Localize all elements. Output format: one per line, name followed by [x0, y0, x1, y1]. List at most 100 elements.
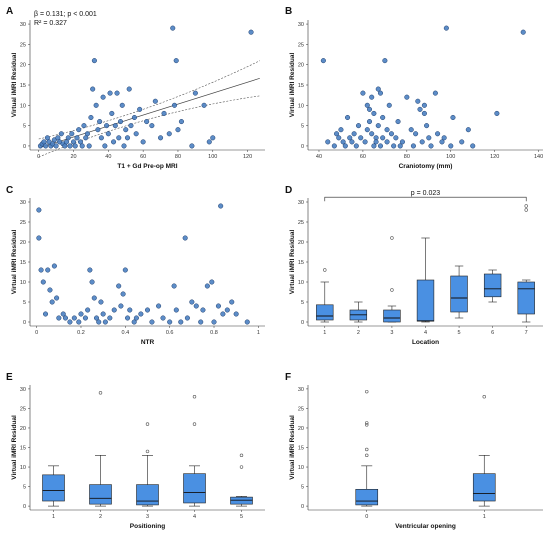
- y-tick-label: 30: [20, 387, 26, 393]
- data-point: [65, 135, 71, 141]
- data-point: [111, 139, 117, 145]
- box-body: [136, 484, 159, 506]
- stat-annotation: β = 0.131; p < 0.001: [34, 11, 97, 18]
- data-point: [76, 319, 82, 325]
- y-tick-label: 20: [20, 63, 26, 69]
- x-tick-label: 1: [257, 330, 260, 336]
- data-point: [459, 139, 465, 145]
- data-point: [428, 143, 434, 149]
- outlier-point: [390, 236, 394, 240]
- box-0: [355, 389, 379, 507]
- data-point: [140, 139, 146, 145]
- x-tick-label: 1: [323, 330, 326, 336]
- data-point: [152, 98, 158, 104]
- outlier-point: [323, 268, 327, 272]
- box-body: [383, 309, 401, 323]
- outlier-point: [524, 208, 528, 212]
- y-tick-label: 5: [301, 124, 304, 130]
- data-point: [417, 106, 423, 112]
- x-tick-label: 60: [140, 154, 146, 160]
- y-tick-label: 15: [298, 260, 304, 266]
- data-point: [200, 307, 206, 313]
- y-tick-label: 20: [298, 426, 304, 432]
- data-point: [47, 287, 53, 293]
- data-point: [76, 127, 82, 133]
- y-axis-label: Virtual iMRI Residual: [289, 53, 296, 118]
- data-point: [198, 319, 204, 325]
- data-point: [424, 123, 430, 129]
- data-point: [160, 315, 166, 321]
- data-point: [161, 110, 167, 116]
- data-point: [369, 131, 375, 137]
- y-tick-label: 30: [20, 200, 26, 206]
- data-point: [193, 303, 199, 309]
- y-tick-label: 25: [298, 42, 304, 48]
- outlier-point: [365, 453, 369, 458]
- data-point: [90, 86, 96, 92]
- data-point: [93, 102, 99, 108]
- data-point: [439, 139, 445, 145]
- outlier-point: [365, 447, 369, 452]
- data-point: [358, 135, 364, 141]
- x-tick-label: 3: [146, 514, 149, 520]
- data-point: [465, 127, 471, 133]
- data-point: [371, 143, 377, 149]
- data-point: [96, 319, 102, 325]
- data-point: [40, 279, 46, 285]
- data-point: [149, 319, 155, 325]
- y-tick-label: 20: [298, 240, 304, 246]
- outlier-point: [365, 389, 369, 394]
- data-point: [112, 123, 118, 129]
- data-point: [382, 58, 388, 64]
- x-tick-label: 5: [240, 514, 243, 520]
- data-point: [210, 135, 216, 141]
- x-tick-label: 40: [316, 154, 322, 160]
- box-body: [355, 488, 379, 506]
- data-point: [220, 311, 226, 317]
- y-tick-label: 5: [23, 124, 26, 130]
- y-axis-label: Virtual iMRI Residual: [289, 415, 296, 480]
- data-point: [384, 127, 390, 133]
- outlier-point: [145, 422, 150, 426]
- y-axis-label: Virtual iMRI Residual: [289, 230, 296, 295]
- data-point: [74, 135, 80, 141]
- x-tick-label: 80: [175, 154, 181, 160]
- y-tick-label: 5: [23, 300, 26, 306]
- x-tick-label: 0: [365, 514, 368, 520]
- y-tick-label: 25: [20, 42, 26, 48]
- data-point: [60, 311, 66, 317]
- x-tick-label: 0.8: [210, 330, 218, 336]
- x-tick-label: 80: [404, 154, 410, 160]
- data-point: [441, 135, 447, 141]
- y-tick-label: 20: [20, 426, 26, 432]
- x-axis-label: T1 + Gd Pre-op MRI: [117, 163, 177, 170]
- data-point: [149, 123, 155, 129]
- panel-letter: B: [285, 6, 292, 17]
- outlier-point: [524, 204, 528, 208]
- data-point: [144, 119, 150, 125]
- data-point: [218, 203, 224, 209]
- box-5: [230, 453, 253, 507]
- y-tick-label: 10: [20, 280, 26, 286]
- stat-annotation: R² = 0.327: [34, 20, 67, 27]
- data-point: [189, 143, 195, 149]
- data-point: [166, 131, 172, 137]
- data-point: [81, 123, 87, 129]
- confidence-band-upper: [38, 60, 260, 140]
- data-point: [93, 315, 100, 321]
- data-point: [347, 135, 353, 141]
- data-point: [349, 139, 355, 145]
- box-body: [316, 304, 334, 321]
- data-point: [377, 143, 384, 149]
- box-3: [136, 422, 159, 507]
- data-point: [84, 131, 90, 137]
- panel-letter: F: [285, 372, 291, 383]
- box-3: [383, 236, 401, 323]
- data-point: [170, 25, 176, 31]
- data-point: [131, 319, 137, 325]
- data-point: [399, 139, 405, 145]
- data-point: [435, 131, 441, 137]
- y-tick-label: 30: [20, 22, 26, 28]
- data-point: [121, 143, 127, 149]
- box-1: [316, 268, 334, 323]
